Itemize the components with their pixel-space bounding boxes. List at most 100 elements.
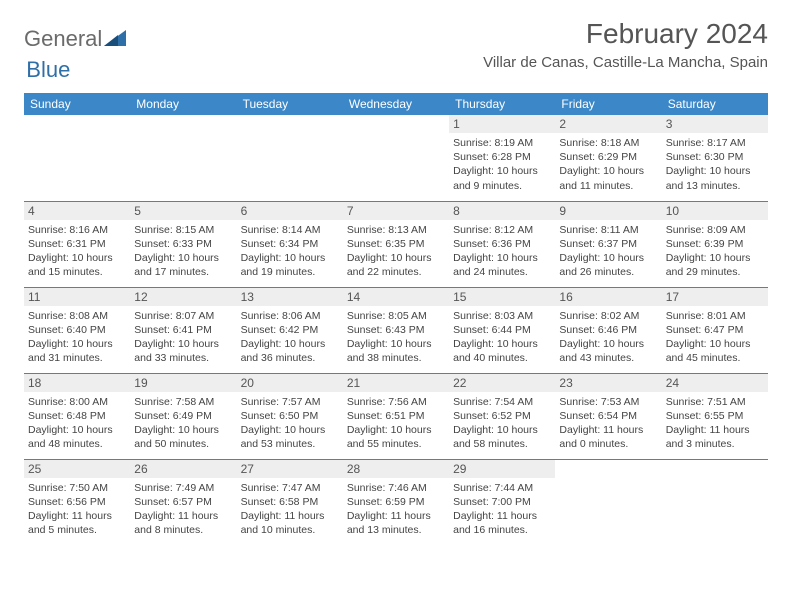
cell-line: Daylight: 10 hours <box>666 164 764 178</box>
cell-line: Sunrise: 7:46 AM <box>347 481 445 495</box>
cell-line: Daylight: 10 hours <box>453 423 551 437</box>
day-number: 21 <box>343 374 449 392</box>
cell-line: Sunrise: 8:02 AM <box>559 309 657 323</box>
cell-line: Sunrise: 7:57 AM <box>241 395 339 409</box>
cell-line: and 43 minutes. <box>559 351 657 365</box>
cell-line: Sunrise: 8:12 AM <box>453 223 551 237</box>
day-number: 17 <box>662 288 768 306</box>
cell-line: Sunset: 6:50 PM <box>241 409 339 423</box>
cell-line: and 50 minutes. <box>134 437 232 451</box>
cell-line: Sunrise: 8:13 AM <box>347 223 445 237</box>
cell-line: Sunset: 6:49 PM <box>134 409 232 423</box>
calendar-cell: 18Sunrise: 8:00 AMSunset: 6:48 PMDayligh… <box>24 373 130 459</box>
day-header: Thursday <box>449 93 555 115</box>
day-number: 20 <box>237 374 343 392</box>
cell-line: Daylight: 10 hours <box>453 251 551 265</box>
day-header: Sunday <box>24 93 130 115</box>
calendar-cell: 1Sunrise: 8:19 AMSunset: 6:28 PMDaylight… <box>449 115 555 201</box>
cell-line: Sunrise: 7:58 AM <box>134 395 232 409</box>
day-header: Monday <box>130 93 236 115</box>
cell-line: and 45 minutes. <box>666 351 764 365</box>
cell-line: Daylight: 10 hours <box>347 251 445 265</box>
calendar-cell: 25Sunrise: 7:50 AMSunset: 6:56 PMDayligh… <box>24 459 130 545</box>
cell-line: Sunrise: 8:03 AM <box>453 309 551 323</box>
cell-line: Sunrise: 8:05 AM <box>347 309 445 323</box>
cell-line: Daylight: 10 hours <box>453 164 551 178</box>
cell-line: Sunset: 6:41 PM <box>134 323 232 337</box>
cell-line: Sunset: 6:44 PM <box>453 323 551 337</box>
cell-line: Sunrise: 8:00 AM <box>28 395 126 409</box>
day-number: 3 <box>662 115 768 133</box>
day-number: 24 <box>662 374 768 392</box>
cell-line: Sunset: 6:37 PM <box>559 237 657 251</box>
day-number: 8 <box>449 202 555 220</box>
cell-line: and 31 minutes. <box>28 351 126 365</box>
cell-line: Sunrise: 8:17 AM <box>666 136 764 150</box>
cell-line: Daylight: 10 hours <box>134 337 232 351</box>
cell-line: Sunrise: 7:54 AM <box>453 395 551 409</box>
calendar-cell: 29Sunrise: 7:44 AMSunset: 7:00 PMDayligh… <box>449 459 555 545</box>
cell-line: and 16 minutes. <box>453 523 551 537</box>
cell-line: Sunrise: 7:44 AM <box>453 481 551 495</box>
day-number: 18 <box>24 374 130 392</box>
cell-line: Sunset: 6:47 PM <box>666 323 764 337</box>
cell-line: and 19 minutes. <box>241 265 339 279</box>
cell-line: and 10 minutes. <box>241 523 339 537</box>
calendar-cell <box>343 115 449 201</box>
cell-line: Daylight: 10 hours <box>666 251 764 265</box>
day-number: 28 <box>343 460 449 478</box>
day-header: Tuesday <box>237 93 343 115</box>
cell-line: and 0 minutes. <box>559 437 657 451</box>
calendar-cell: 27Sunrise: 7:47 AMSunset: 6:58 PMDayligh… <box>237 459 343 545</box>
cell-line: Sunrise: 7:56 AM <box>347 395 445 409</box>
calendar-cell: 4Sunrise: 8:16 AMSunset: 6:31 PMDaylight… <box>24 201 130 287</box>
cell-line: Sunrise: 7:53 AM <box>559 395 657 409</box>
day-number: 15 <box>449 288 555 306</box>
calendar-cell: 10Sunrise: 8:09 AMSunset: 6:39 PMDayligh… <box>662 201 768 287</box>
cell-line: and 11 minutes. <box>559 179 657 193</box>
day-number: 1 <box>449 115 555 133</box>
calendar-cell <box>130 115 236 201</box>
logo-text-1: General <box>24 26 102 52</box>
cell-line: Sunset: 6:55 PM <box>666 409 764 423</box>
cell-line: Sunrise: 7:49 AM <box>134 481 232 495</box>
cell-line: Sunset: 6:42 PM <box>241 323 339 337</box>
cell-line: Daylight: 10 hours <box>241 251 339 265</box>
cell-line: Daylight: 10 hours <box>28 337 126 351</box>
cell-line: Sunrise: 8:16 AM <box>28 223 126 237</box>
day-number: 12 <box>130 288 236 306</box>
cell-line: Daylight: 10 hours <box>28 251 126 265</box>
cell-line: Daylight: 10 hours <box>347 337 445 351</box>
month-title: February 2024 <box>483 18 768 50</box>
day-number: 27 <box>237 460 343 478</box>
day-number: 14 <box>343 288 449 306</box>
day-number: 7 <box>343 202 449 220</box>
cell-line: and 24 minutes. <box>453 265 551 279</box>
cell-line: and 38 minutes. <box>347 351 445 365</box>
cell-line: and 36 minutes. <box>241 351 339 365</box>
day-number: 4 <box>24 202 130 220</box>
cell-line: Sunrise: 8:07 AM <box>134 309 232 323</box>
cell-line: Daylight: 10 hours <box>453 337 551 351</box>
cell-line: Daylight: 10 hours <box>559 164 657 178</box>
cell-line: Daylight: 10 hours <box>666 337 764 351</box>
calendar-cell <box>555 459 661 545</box>
cell-line: Sunset: 6:51 PM <box>347 409 445 423</box>
cell-line: Daylight: 10 hours <box>347 423 445 437</box>
calendar-cell: 8 Sunrise: 8:12 AMSunset: 6:36 PMDaylight… <box>449 201 555 287</box>
cell-line: and 17 minutes. <box>134 265 232 279</box>
cell-line: Sunset: 6:56 PM <box>28 495 126 509</box>
calendar-cell: 12 Sunrise: 8:07 AMSunset: 6:41 PMDayligh… <box>130 287 236 373</box>
day-number: 5 <box>130 202 236 220</box>
cell-line: Sunrise: 8:19 AM <box>453 136 551 150</box>
cell-line: Sunrise: 8:08 AM <box>28 309 126 323</box>
cell-line: Sunrise: 8:14 AM <box>241 223 339 237</box>
cell-line: Sunrise: 8:09 AM <box>666 223 764 237</box>
cell-line: Sunset: 6:36 PM <box>453 237 551 251</box>
calendar-cell <box>237 115 343 201</box>
cell-line: Sunrise: 7:47 AM <box>241 481 339 495</box>
cell-line: Daylight: 10 hours <box>241 337 339 351</box>
day-header: Friday <box>555 93 661 115</box>
cell-line: Sunrise: 8:01 AM <box>666 309 764 323</box>
calendar-cell: 23Sunrise: 7:53 AMSunset: 6:54 PMDayligh… <box>555 373 661 459</box>
